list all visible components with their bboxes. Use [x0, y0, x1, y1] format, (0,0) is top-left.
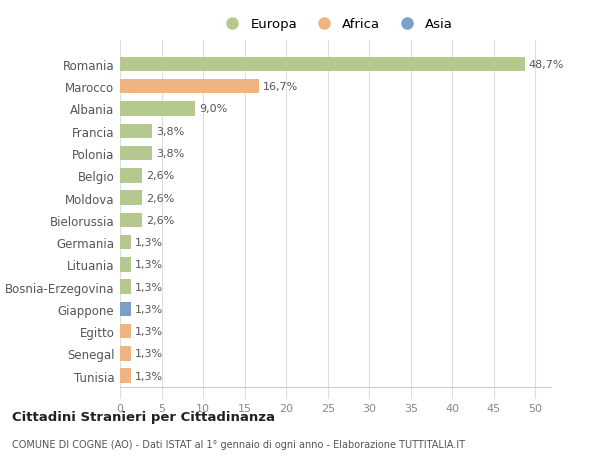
Text: 16,7%: 16,7%	[263, 82, 298, 92]
Text: 1,3%: 1,3%	[135, 349, 163, 358]
Bar	[120, 57, 524, 72]
Bar	[120, 213, 142, 228]
Text: 3,8%: 3,8%	[156, 149, 184, 159]
Text: 9,0%: 9,0%	[199, 104, 227, 114]
Text: 2,6%: 2,6%	[146, 215, 174, 225]
Text: 2,6%: 2,6%	[146, 193, 174, 203]
Text: 1,3%: 1,3%	[135, 304, 163, 314]
Text: 1,3%: 1,3%	[135, 326, 163, 336]
Text: COMUNE DI COGNE (AO) - Dati ISTAT al 1° gennaio di ogni anno - Elaborazione TUTT: COMUNE DI COGNE (AO) - Dati ISTAT al 1° …	[12, 440, 465, 449]
Bar	[120, 324, 131, 339]
Text: 1,3%: 1,3%	[135, 238, 163, 247]
Text: 1,3%: 1,3%	[135, 282, 163, 292]
Bar	[120, 102, 195, 117]
Bar	[120, 168, 142, 183]
Text: 2,6%: 2,6%	[146, 171, 174, 181]
Bar	[120, 302, 131, 316]
Bar	[120, 124, 152, 139]
Bar	[120, 369, 131, 383]
Bar	[120, 257, 131, 272]
Text: 1,3%: 1,3%	[135, 260, 163, 270]
Text: Cittadini Stranieri per Cittadinanza: Cittadini Stranieri per Cittadinanza	[12, 410, 275, 423]
Text: 3,8%: 3,8%	[156, 127, 184, 136]
Bar	[120, 80, 259, 94]
Legend: Europa, Africa, Asia: Europa, Africa, Asia	[219, 18, 453, 31]
Bar	[120, 347, 131, 361]
Text: 48,7%: 48,7%	[529, 60, 564, 70]
Text: 1,3%: 1,3%	[135, 371, 163, 381]
Bar	[120, 191, 142, 205]
Bar	[120, 146, 152, 161]
Bar	[120, 280, 131, 294]
Bar	[120, 235, 131, 250]
